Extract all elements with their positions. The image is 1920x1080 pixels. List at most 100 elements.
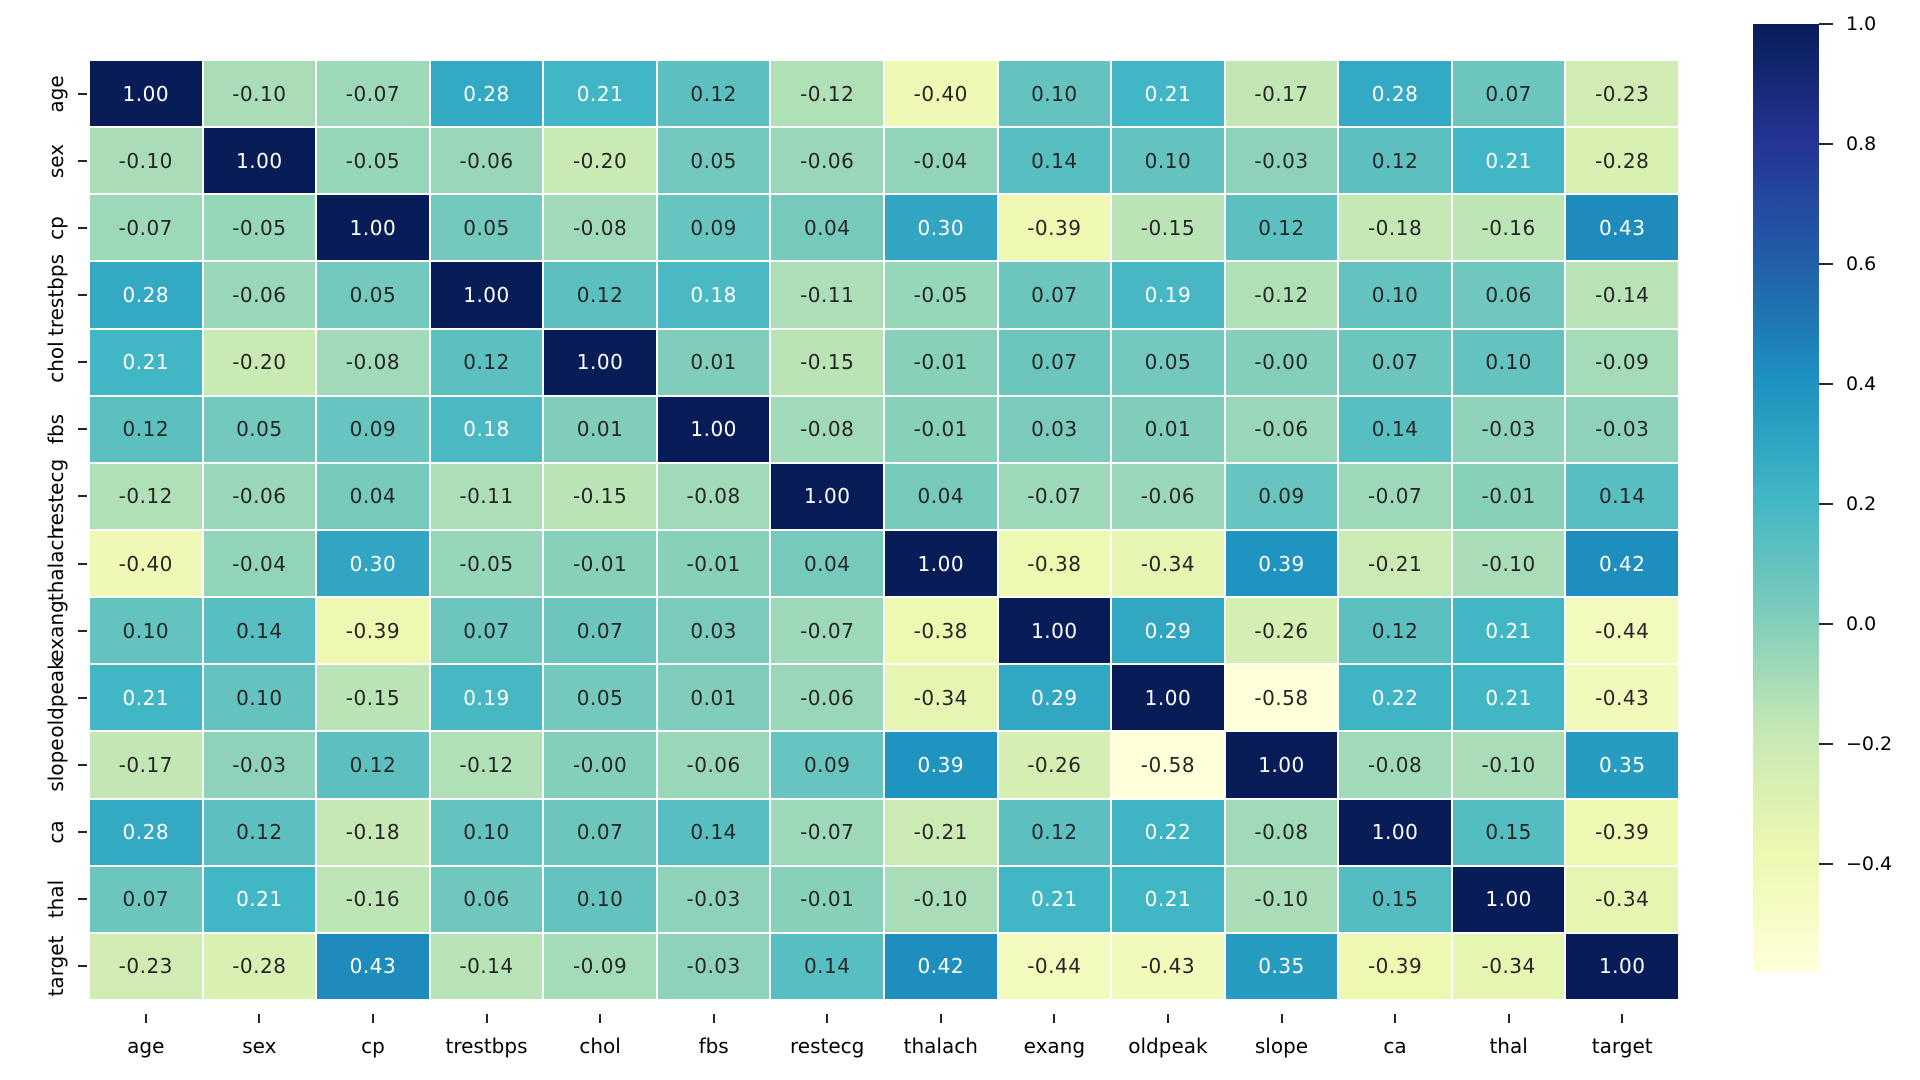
heatmap-cell: 0.21 bbox=[1452, 598, 1565, 664]
y-axis-label: ca bbox=[44, 820, 68, 844]
x-axis-label: oldpeak bbox=[1128, 1034, 1208, 1058]
heatmap-cell: 1.00 bbox=[998, 598, 1111, 664]
colorbar-tick-label: 0.4 bbox=[1846, 373, 1877, 395]
colorbar-tick-label: 0.2 bbox=[1846, 493, 1877, 515]
colorbar-tick-mark bbox=[1819, 383, 1833, 385]
heatmap-cell: -0.09 bbox=[544, 933, 656, 999]
heatmap-cell: -0.10 bbox=[203, 61, 316, 127]
heatmap-cell: 0.10 bbox=[1339, 262, 1451, 328]
colorbar-tick-label: 0.0 bbox=[1846, 613, 1877, 635]
heatmap-cell: 0.14 bbox=[771, 933, 883, 999]
heatmap-cell: -0.10 bbox=[1225, 866, 1338, 932]
y-axis-label: cp bbox=[44, 215, 68, 240]
colorbar-tick-mark bbox=[1819, 23, 1833, 25]
heatmap-cell: -0.05 bbox=[203, 195, 316, 261]
heatmap-cell: 0.07 bbox=[544, 799, 656, 865]
heatmap-cell: 0.10 bbox=[998, 61, 1111, 127]
x-axis-label: target bbox=[1591, 1034, 1653, 1058]
heatmap-cell: 0.39 bbox=[1225, 531, 1338, 597]
x-axis-label: chol bbox=[579, 1034, 621, 1058]
heatmap-cell: -0.10 bbox=[1452, 531, 1565, 597]
x-axis-label: fbs bbox=[698, 1034, 729, 1058]
heatmap-cell: 0.12 bbox=[657, 61, 770, 127]
heatmap-cell: 0.29 bbox=[998, 665, 1111, 731]
heatmap-cell: -0.05 bbox=[885, 262, 997, 328]
heatmap-cell: -0.06 bbox=[771, 128, 883, 194]
heatmap-cell: 0.43 bbox=[1566, 195, 1678, 261]
y-tick-mark bbox=[78, 629, 87, 632]
heatmap-cell: 0.30 bbox=[317, 531, 429, 597]
heatmap-cell: 0.14 bbox=[998, 128, 1111, 194]
y-axis-label: exang bbox=[44, 599, 68, 662]
heatmap-cell: -0.06 bbox=[203, 463, 316, 529]
heatmap-cell: 0.14 bbox=[203, 598, 316, 664]
x-axis-label: slope bbox=[1254, 1034, 1309, 1058]
y-tick-mark bbox=[78, 696, 87, 699]
y-axis-label: sex bbox=[44, 143, 68, 178]
heatmap-cell: 0.03 bbox=[998, 396, 1111, 462]
heatmap-cell: 0.43 bbox=[317, 933, 429, 999]
heatmap-cell: 0.15 bbox=[1452, 799, 1565, 865]
heatmap-cell: -0.23 bbox=[1566, 61, 1678, 127]
x-tick-mark bbox=[712, 1014, 715, 1023]
heatmap-cell: -0.06 bbox=[430, 128, 543, 194]
heatmap-cell: -0.03 bbox=[1225, 128, 1338, 194]
heatmap-cell: 0.14 bbox=[1339, 396, 1451, 462]
x-axis-label: sex bbox=[242, 1034, 277, 1058]
heatmap-cell: 0.22 bbox=[1339, 665, 1451, 731]
heatmap-cell: -0.06 bbox=[771, 665, 883, 731]
heatmap-cell: -0.01 bbox=[1452, 463, 1565, 529]
heatmap-cell: -0.10 bbox=[885, 866, 997, 932]
x-tick-mark bbox=[485, 1014, 488, 1023]
heatmap-cell: 0.42 bbox=[885, 933, 997, 999]
heatmap-cell: -0.06 bbox=[203, 262, 316, 328]
heatmap-cell: 0.07 bbox=[998, 262, 1111, 328]
heatmap-cell: -0.20 bbox=[203, 329, 316, 395]
heatmap-cell: -0.06 bbox=[657, 732, 770, 798]
heatmap-cell: 0.19 bbox=[1112, 262, 1224, 328]
heatmap-cell: -0.23 bbox=[90, 933, 202, 999]
heatmap-cell: -0.44 bbox=[1566, 598, 1678, 664]
heatmap-cell: -0.05 bbox=[430, 531, 543, 597]
x-tick-mark bbox=[1280, 1014, 1283, 1023]
heatmap-cell: -0.26 bbox=[1225, 598, 1338, 664]
heatmap-cell: 0.10 bbox=[1452, 329, 1565, 395]
colorbar-tick-label: 1.0 bbox=[1846, 13, 1877, 35]
heatmap-cell: -0.43 bbox=[1112, 933, 1224, 999]
heatmap-cell: 1.00 bbox=[430, 262, 543, 328]
y-tick-mark bbox=[78, 159, 87, 162]
heatmap-cell: 0.04 bbox=[885, 463, 997, 529]
heatmap-cell: -0.04 bbox=[885, 128, 997, 194]
heatmap-cell: -0.05 bbox=[317, 128, 429, 194]
heatmap-cell: 0.21 bbox=[1112, 866, 1224, 932]
heatmap-cell: 0.04 bbox=[317, 463, 429, 529]
y-axis-label: trestbps bbox=[44, 253, 68, 337]
heatmap-cell: -0.00 bbox=[544, 732, 656, 798]
heatmap-cell: -0.08 bbox=[1225, 799, 1338, 865]
heatmap-cell: 0.35 bbox=[1566, 732, 1678, 798]
x-tick-mark bbox=[599, 1014, 602, 1023]
heatmap-cell: 0.12 bbox=[430, 329, 543, 395]
heatmap-cell: 0.10 bbox=[544, 866, 656, 932]
heatmap-cell: -0.07 bbox=[771, 598, 883, 664]
heatmap-cell: 0.18 bbox=[657, 262, 770, 328]
heatmap-cell: -0.12 bbox=[90, 463, 202, 529]
heatmap-cell: -0.08 bbox=[544, 195, 656, 261]
heatmap-cell: -0.26 bbox=[998, 732, 1111, 798]
colorbar-gradient bbox=[1753, 24, 1819, 972]
heatmap-cell: -0.12 bbox=[771, 61, 883, 127]
heatmap-cell: 0.07 bbox=[1452, 61, 1565, 127]
heatmap-cell: 0.35 bbox=[1225, 933, 1338, 999]
heatmap-cell: -0.07 bbox=[998, 463, 1111, 529]
heatmap-cell: -0.16 bbox=[1452, 195, 1565, 261]
heatmap-cell: -0.01 bbox=[657, 531, 770, 597]
x-axis-label: age bbox=[127, 1034, 165, 1058]
heatmap-cell: -0.03 bbox=[1452, 396, 1565, 462]
heatmap-cell: -0.12 bbox=[430, 732, 543, 798]
heatmap-cell: 1.00 bbox=[1112, 665, 1224, 731]
heatmap-cell: 0.06 bbox=[1452, 262, 1565, 328]
colorbar-tick-label: 0.8 bbox=[1846, 133, 1877, 155]
heatmap-cell: -0.43 bbox=[1566, 665, 1678, 731]
heatmap-cell: 1.00 bbox=[1339, 799, 1451, 865]
